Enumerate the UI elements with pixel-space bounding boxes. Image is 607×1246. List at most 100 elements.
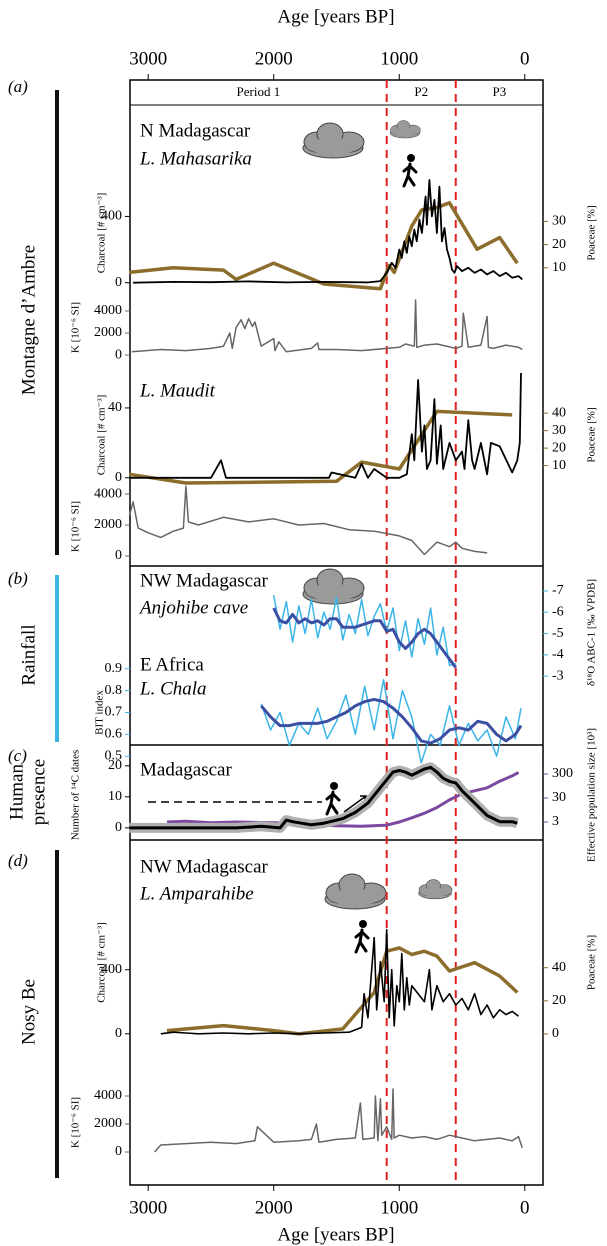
region-label: NW Madagascar <box>140 856 269 877</box>
y2-tick-label: 3 <box>552 814 559 829</box>
data-line <box>131 299 523 353</box>
panel-label: (c) <box>8 746 27 765</box>
data-line <box>153 1088 524 1153</box>
y2-tick-label: -3 <box>552 668 564 683</box>
cloud-icon <box>302 568 365 605</box>
x-tick-label: 2000 <box>255 48 293 69</box>
y-axis-title: BIT index <box>94 690 106 735</box>
y-tick-label: 0 <box>115 347 122 362</box>
x-tick-label: 1000 <box>380 48 418 69</box>
x-axis-title: Age [years BP] <box>277 1224 394 1245</box>
y2-tick-label: -4 <box>552 647 564 662</box>
y2-axis-title: δ¹⁸O ABC-1 [‰ VPDB] <box>586 579 598 686</box>
data-line <box>260 697 523 745</box>
site-label: L. Maudit <box>139 380 216 401</box>
y-tick-label: 20 <box>108 758 122 773</box>
y-tick-label: 4000 <box>94 486 122 501</box>
region-label: NW Madagascar <box>140 570 269 591</box>
y2-tick-label: 30 <box>552 214 566 229</box>
y-tick-label: 0 <box>115 1144 122 1159</box>
x-tick-label: 3000 <box>129 1197 167 1218</box>
y2-tick-label: 300 <box>552 766 573 781</box>
y2-tick-label: -5 <box>552 626 564 641</box>
y-tick-label: 0 <box>115 1026 122 1041</box>
site-label: L. Mahasarika <box>139 148 252 169</box>
y2-tick-label: 20 <box>552 440 566 455</box>
y-tick-label: 0 <box>115 548 122 563</box>
data-line <box>260 678 522 764</box>
y-tick-label: 4000 <box>94 1088 122 1103</box>
data-line <box>129 409 513 485</box>
data-line <box>166 771 520 828</box>
y-axis-title: K [10⁻⁶ SI] <box>70 1097 82 1148</box>
walker-icon <box>402 154 418 188</box>
y-axis-title: Charcoal [# cm⁻³] <box>96 395 108 476</box>
y-tick-label: 400 <box>101 209 122 224</box>
y-tick-label: 0.8 <box>105 683 123 698</box>
y2-tick-label: 30 <box>552 790 566 805</box>
x-tick-label: 3000 <box>129 48 167 69</box>
y2-tick-label: 0 <box>552 1026 559 1041</box>
y2-tick-label: 40 <box>552 405 566 420</box>
panel-label: (d) <box>8 851 28 870</box>
y-axis-title: K [10⁻⁶ SI] <box>70 302 82 353</box>
y-tick-label: 0.6 <box>105 727 123 742</box>
x-tick-label: 0 <box>520 1197 530 1218</box>
x-tick-label: 1000 <box>380 1197 418 1218</box>
period-label: P3 <box>493 84 507 99</box>
y-tick-label: 0 <box>115 275 122 290</box>
y-tick-label: 2000 <box>94 517 122 532</box>
data-line <box>129 372 522 479</box>
site-label: L. Chala <box>139 678 207 699</box>
y2-tick-label: -7 <box>552 583 564 598</box>
y2-tick-label: 40 <box>552 960 566 975</box>
data-line <box>166 946 519 1036</box>
y2-tick-label: 10 <box>552 458 566 473</box>
y-tick-label: 400 <box>101 962 122 977</box>
cloud-icon <box>418 879 453 900</box>
data-line <box>129 201 519 291</box>
y2-tick-label: 20 <box>552 993 566 1008</box>
y-tick-label: 0.5 <box>105 748 123 763</box>
y-tick-label: 0.9 <box>105 661 123 676</box>
section-name: Human <box>6 764 27 820</box>
y-tick-label: 0 <box>115 820 122 835</box>
y2-axis-title: Poaceae [%] <box>586 935 598 990</box>
data-line <box>272 607 458 669</box>
y-tick-label: 0 <box>115 470 122 485</box>
data-line <box>160 928 519 1035</box>
region-label: N Madagascar <box>140 120 251 141</box>
walker-icon <box>325 782 341 816</box>
y-tick-label: 2000 <box>94 325 122 340</box>
y2-axis-title: Poaceae [%] <box>586 205 598 260</box>
site-label: Anjohibe cave <box>138 597 248 618</box>
section-name: presence <box>28 759 49 825</box>
region-label: E Africa <box>140 654 204 675</box>
cloud-icon <box>302 122 365 159</box>
cloud-icon <box>389 120 421 139</box>
x-tick-label: 2000 <box>255 1197 293 1218</box>
y-tick-label: 2000 <box>94 1116 122 1131</box>
data-line <box>129 765 518 830</box>
y-axis-title: Charcoal [# cm⁻³] <box>96 922 108 1003</box>
plot-frame <box>129 79 544 1186</box>
y2-tick-label: 20 <box>552 237 566 252</box>
data-line <box>133 179 523 284</box>
x-axis-title: Age [years BP] <box>277 6 394 27</box>
panel-label: (b) <box>8 569 28 588</box>
y-axis-title: K [10⁻⁶ SI] <box>70 501 82 552</box>
y-tick-label: 4000 <box>94 303 122 318</box>
cloud-icon <box>324 873 387 910</box>
y-axis-title: Charcoal [# cm⁻³] <box>96 193 108 274</box>
y2-tick-label: 30 <box>552 423 566 438</box>
walker-icon <box>354 920 370 954</box>
y2-tick-label: 10 <box>552 260 566 275</box>
panel-label: (a) <box>8 77 28 96</box>
y-tick-label: 0.7 <box>105 705 123 720</box>
y-tick-label: 40 <box>108 400 122 415</box>
data-line <box>128 485 488 556</box>
data-line <box>272 595 457 667</box>
y-axis-title: Number of ¹⁴C dates <box>70 750 82 841</box>
y2-tick-label: -6 <box>552 604 564 619</box>
